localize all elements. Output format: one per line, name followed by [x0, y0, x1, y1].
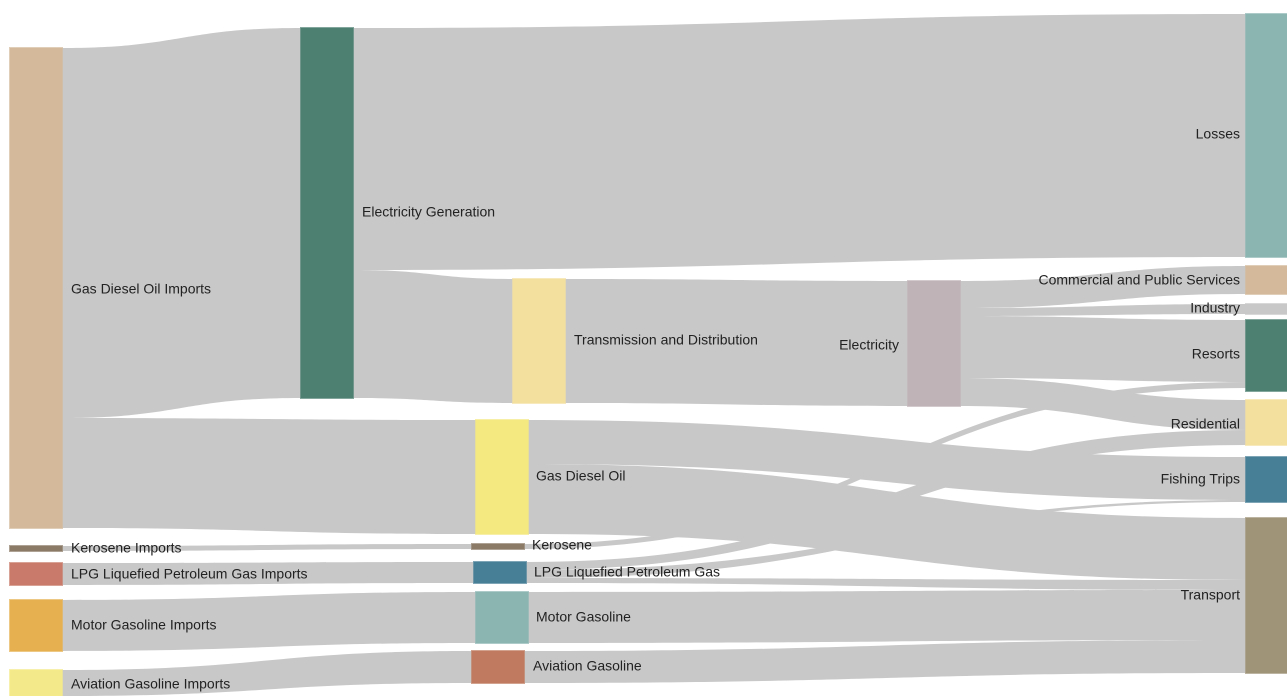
link-electricity-to-commercial_public — [960, 266, 1246, 308]
node-aviation_gasoline[interactable] — [471, 650, 525, 684]
label-lpg: LPG Liquefied Petroleum Gas — [534, 564, 720, 580]
node-electricity[interactable] — [907, 280, 961, 407]
link-electricity_generation-to-transmission_distribution — [353, 270, 513, 403]
node-aviation_gasoline_imports[interactable] — [9, 669, 63, 696]
node-commercial_public[interactable] — [1245, 265, 1287, 295]
link-kerosene_imports-to-kerosene — [62, 544, 472, 551]
node-transmission_distribution[interactable] — [512, 278, 566, 404]
link-kerosene-to-resorts — [524, 382, 1246, 549]
node-labels: Gas Diesel Oil Imports Kerosene Imports LP… — [71, 126, 1240, 692]
link-electricity_generation-to-losses — [353, 14, 1246, 270]
node-residential[interactable] — [1245, 399, 1287, 446]
label-transmission_distribution: Transmission and Distribution — [574, 332, 758, 348]
label-electricity_generation: Electricity Generation — [362, 204, 495, 220]
node-kerosene[interactable] — [471, 543, 525, 550]
link-lpg-to-fishing_trips — [526, 500, 1246, 578]
label-gas_diesel_imports: Gas Diesel Oil Imports — [71, 281, 211, 297]
label-residential: Residential — [1171, 416, 1240, 432]
node-losses[interactable] — [1245, 13, 1287, 258]
link-lpg-to-residential — [526, 430, 1246, 570]
link-motor_gasoline-to-transport — [528, 590, 1246, 643]
link-aviation_gasoline-to-transport — [524, 640, 1246, 683]
node-electricity_generation[interactable] — [300, 27, 354, 399]
flow-nodes — [9, 13, 1287, 696]
label-kerosene: Kerosene — [532, 537, 592, 553]
label-transport: Transport — [1181, 587, 1241, 603]
flow-links — [62, 14, 1246, 696]
node-gas_diesel_imports[interactable] — [9, 47, 63, 529]
node-motor_gasoline_imports[interactable] — [9, 599, 63, 652]
link-lpg_imports-to-lpg — [62, 562, 474, 585]
node-lpg_imports[interactable] — [9, 562, 63, 586]
link-electricity-to-residential — [960, 378, 1246, 430]
node-industry[interactable] — [1245, 303, 1287, 315]
label-commercial_public: Commercial and Public Services — [1038, 272, 1240, 288]
label-lpg_imports: LPG Liquefied Petroleum Gas Imports — [71, 566, 308, 582]
label-fishing_trips: Fishing Trips — [1161, 471, 1240, 487]
label-losses: Losses — [1196, 126, 1240, 142]
link-gas_diesel_oil-to-transport — [528, 464, 1246, 580]
link-electricity-to-resorts — [960, 316, 1246, 382]
node-gas_diesel_oil[interactable] — [475, 419, 529, 535]
node-motor_gasoline[interactable] — [475, 591, 529, 644]
link-transmission_distribution-to-electricity — [565, 279, 908, 406]
label-motor_gasoline_imports: Motor Gasoline Imports — [71, 617, 217, 633]
node-kerosene_imports[interactable] — [9, 545, 63, 552]
label-aviation_gasoline: Aviation Gasoline — [533, 658, 642, 674]
link-aviation_gasoline_imports-to-aviation_gasoline — [62, 651, 472, 696]
link-gas_diesel_imports-to-gas_diesel_oil — [62, 418, 476, 534]
link-lpg-to-transport — [526, 578, 1246, 590]
label-electricity: Electricity — [839, 337, 899, 353]
label-gas_diesel_oil: Gas Diesel Oil — [536, 468, 625, 484]
link-gas_diesel_oil-to-fishing_trips — [528, 420, 1246, 500]
node-transport[interactable] — [1245, 517, 1287, 674]
label-aviation_gasoline_imports: Aviation Gasoline Imports — [71, 676, 230, 692]
link-motor_gasoline_imports-to-motor_gasoline — [62, 592, 476, 651]
node-fishing_trips[interactable] — [1245, 456, 1287, 503]
label-motor_gasoline: Motor Gasoline — [536, 609, 631, 625]
label-resorts: Resorts — [1192, 346, 1240, 362]
link-gas_diesel_imports-to-electricity_generation — [62, 28, 301, 418]
node-lpg[interactable] — [473, 561, 527, 584]
node-resorts[interactable] — [1245, 319, 1287, 392]
label-industry: Industry — [1190, 300, 1240, 316]
link-electricity-to-industry — [960, 304, 1246, 316]
label-kerosene_imports: Kerosene Imports — [71, 540, 182, 556]
